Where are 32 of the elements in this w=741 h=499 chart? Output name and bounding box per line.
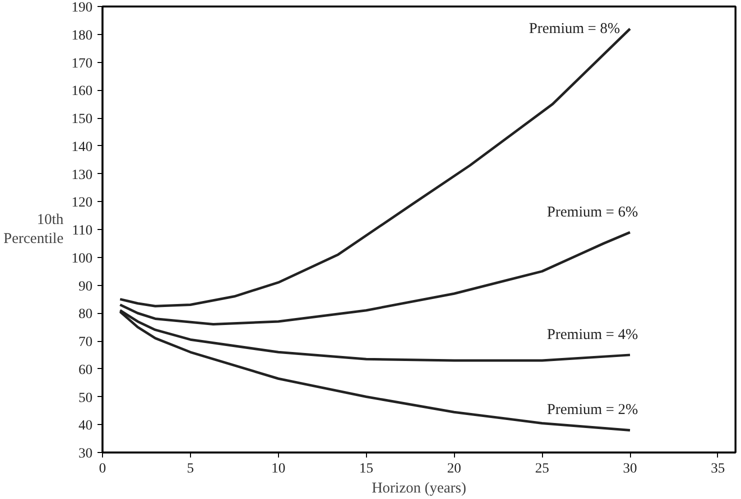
x-tick-label: 0 — [99, 462, 106, 476]
x-tick-label: 10 — [271, 462, 286, 476]
y-tick-label: 180 — [72, 28, 92, 44]
line-series — [118, 231, 632, 326]
y-tick-label: 110 — [72, 224, 93, 238]
y-tick-label: 170 — [72, 56, 92, 72]
y-tick-label: 40 — [78, 418, 92, 434]
y-tick-label: 140 — [72, 140, 92, 155]
y-tick-label: 130 — [72, 168, 92, 183]
x-tick-label: 5 — [186, 462, 194, 476]
x-axis-title: Horizon (years) — [372, 480, 466, 496]
x-tick-label: 15 — [359, 462, 374, 476]
y-tick-label: 150 — [72, 112, 92, 127]
y-tick-label: 90 — [78, 279, 92, 294]
x-tick-label: 30 — [623, 462, 637, 476]
y-tick-label: 160 — [72, 84, 92, 100]
y-axis-title: 10th Percentile — [4, 212, 64, 248]
x-tick-label: 20 — [447, 462, 462, 476]
x-tick-label: 25 — [535, 462, 550, 476]
y-tick-label: 80 — [78, 307, 92, 322]
y-tick-label: 100 — [72, 251, 92, 266]
series-label: Premium = 6% — [547, 204, 638, 220]
series-label: Premium = 8% — [529, 20, 620, 37]
y-tick-label: 120 — [72, 196, 92, 211]
y-tick-label: 60 — [78, 362, 92, 378]
series-label: Premium = 4% — [547, 326, 638, 343]
y-tick-label: 190 — [72, 0, 92, 16]
series-label: Premium = 2% — [547, 402, 638, 418]
y-tick-label: 50 — [78, 390, 92, 406]
y-tick-label: 70 — [78, 335, 92, 350]
y-tick-label: 30 — [78, 446, 92, 462]
x-tick-label: 35 — [710, 462, 725, 476]
